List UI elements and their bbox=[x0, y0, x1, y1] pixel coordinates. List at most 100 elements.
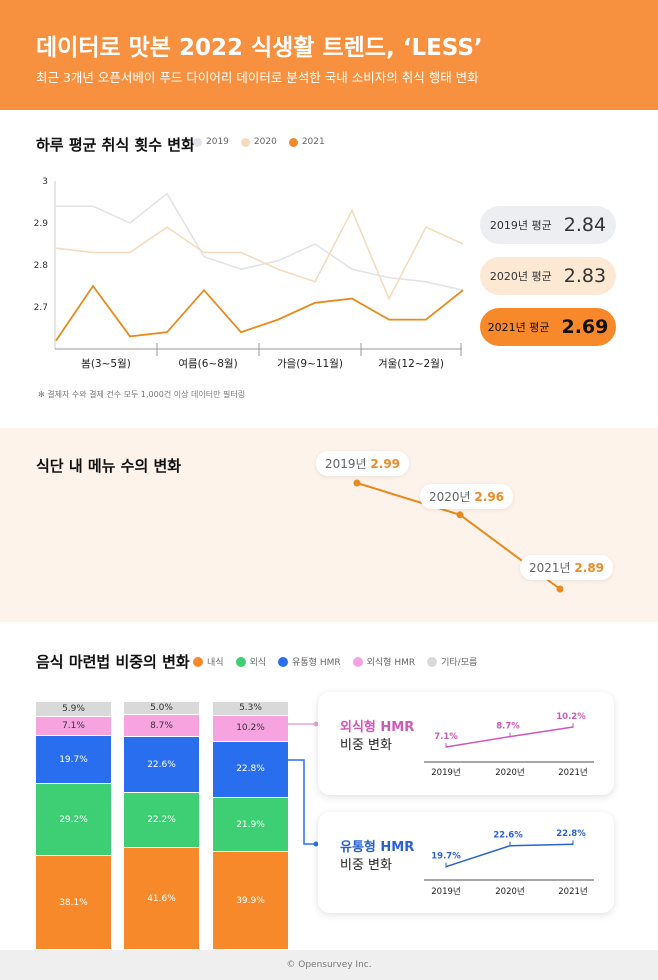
menu-point-2019년 bbox=[353, 479, 361, 487]
mini-value-label: 22.6% bbox=[493, 831, 523, 841]
menu-point-2021년 bbox=[556, 585, 564, 593]
card-subtitle: 비중 변화 bbox=[340, 858, 392, 873]
mini-line bbox=[445, 843, 574, 868]
mini-year-label: 2021년 bbox=[558, 767, 587, 778]
legend-eatout: 외식 bbox=[235, 655, 266, 668]
legend-home: 내식 bbox=[193, 655, 224, 668]
bar-2020: 41.6% 22.2% 22.6% 8.7% 5.0% bbox=[124, 702, 199, 950]
avg-label: 2020년 평균 bbox=[489, 270, 552, 283]
bar-segment-외식: 22.2% bbox=[124, 793, 199, 849]
mini-year-label: 2019년 bbox=[431, 767, 460, 778]
x-group-label: 봄(3~5월) bbox=[81, 358, 131, 370]
mini-year-label: 2020년 bbox=[495, 767, 524, 778]
mini-value-label: 8.7% bbox=[496, 722, 520, 732]
bar-segment-외식: 29.2% bbox=[36, 784, 111, 857]
bar-segment-외식형 HMR: 8.7% bbox=[124, 715, 199, 738]
bar-segment-유통형 HMR: 22.8% bbox=[213, 741, 288, 798]
mini-value-label: 19.7% bbox=[431, 852, 461, 862]
y-tick-label: 2.7 bbox=[34, 303, 48, 313]
legend-dot-icon bbox=[240, 137, 250, 147]
pink-connector-dot bbox=[313, 721, 319, 727]
legend-label: 2021 bbox=[301, 137, 325, 147]
footnote-text: 결제자 수와 결제 건수 모두 1,000건 이상 데이터만 필터링 bbox=[47, 390, 246, 399]
avg-label: 2021년 평균 bbox=[487, 321, 550, 334]
legend-dot-icon bbox=[288, 137, 298, 147]
bar-segment-기타/모름: 5.9% bbox=[36, 702, 111, 718]
bar-segment-기타/모름: 5.0% bbox=[124, 702, 199, 716]
connector-lines bbox=[288, 721, 319, 847]
mini-value-label: 22.8% bbox=[556, 829, 586, 839]
legend-dot-icon bbox=[352, 656, 363, 667]
bar-segment-내식: 41.6% bbox=[124, 848, 199, 950]
avg-value: 2.83 bbox=[563, 265, 607, 287]
legend-2019: 2019 bbox=[193, 137, 229, 147]
retail-hmr-card: 유통형 HMR 비중 변화 bbox=[318, 812, 614, 913]
bubble-value: 2.99 bbox=[370, 457, 401, 471]
blue-connector-dot bbox=[313, 841, 319, 847]
y-tick-label: 2.9 bbox=[34, 219, 49, 229]
legend-retail-hmr: 유통형 HMR bbox=[278, 655, 341, 668]
bar-segment-유통형 HMR: 19.7% bbox=[36, 735, 111, 785]
menu-count-title: 식단 내 메뉴 수의 변화 bbox=[36, 457, 182, 475]
mini-value-label: 10.2% bbox=[556, 712, 586, 722]
card-title: 외식형 HMR bbox=[340, 720, 415, 735]
meal-count-line-chart: 3 2.9 2.8 2.7 봄(3~5월) 여름(6~8월) 가을(9~11월) 겨울(12~… bbox=[34, 177, 464, 370]
series-line-2021 bbox=[55, 284, 464, 342]
avg-label: 2019년 평균 bbox=[489, 219, 552, 232]
card-subtitle: 비중 변화 bbox=[340, 738, 392, 753]
footer: © Opensurvey Inc. bbox=[0, 950, 658, 980]
mini-value-label: 7.1% bbox=[434, 732, 458, 742]
blue-connector bbox=[288, 759, 316, 845]
bubble-year: 2021년 bbox=[529, 561, 571, 575]
y-tick-label: 3 bbox=[42, 177, 48, 187]
series-line-2019 bbox=[56, 192, 464, 291]
bar-segment-기타/모름: 5.3% bbox=[213, 702, 288, 716]
food-prep-title: 음식 마련법 비중의 변화 bbox=[36, 653, 190, 671]
bubble-value: 2.89 bbox=[574, 561, 605, 575]
meal-count-title: 하루 평균 취식 횟수 변화 bbox=[36, 136, 195, 154]
bar-segment-내식: 38.1% bbox=[36, 856, 111, 950]
avg-pill-2020: 2020년 평균 2.83 bbox=[480, 257, 616, 295]
legend-label: 기타/모름 bbox=[441, 658, 478, 668]
legend-2021: 2021 bbox=[288, 137, 325, 147]
series-line-2020 bbox=[55, 208, 464, 301]
bubble-value: 2.96 bbox=[474, 490, 505, 504]
restaurant-hmr-card: 외식형 HMR 비중 변화 bbox=[318, 692, 614, 795]
avg-pill-2021: 2021년 평균 2.69 bbox=[480, 308, 616, 346]
legend-dot-icon bbox=[278, 656, 289, 667]
bar-segment-외식형 HMR: 10.2% bbox=[213, 715, 288, 742]
card-title: 유통형 HMR bbox=[340, 840, 415, 855]
legend-dot-icon bbox=[427, 656, 438, 667]
legend-label: 유통형 HMR bbox=[292, 658, 341, 668]
legend-other: 기타/모름 bbox=[427, 655, 477, 668]
header-banner: 데이터로 맛본 2022 식생활 트렌드, ‘LESS’ 최근 3개년 오픈서베… bbox=[0, 0, 658, 110]
menu-point-2020년 bbox=[456, 511, 464, 519]
mini-year-label: 2021년 bbox=[558, 886, 587, 897]
bar-segment-외식형 HMR: 7.1% bbox=[36, 717, 111, 736]
legend-dot-icon bbox=[193, 656, 203, 667]
x-group-label: 여름(6~8월) bbox=[178, 358, 237, 370]
legend-dot-icon bbox=[193, 137, 202, 147]
avg-value: 2.84 bbox=[563, 214, 607, 236]
bubble-year: 2020년 bbox=[429, 490, 471, 504]
legend-label: 2019 bbox=[206, 137, 229, 147]
x-group-label: 겨울(12~2월) bbox=[378, 358, 444, 370]
bar-segment-유통형 HMR: 22.6% bbox=[124, 737, 199, 794]
bar-2021: 39.9% 21.9% 22.8% 10.2% 5.3% bbox=[213, 702, 288, 950]
bar-segment-내식: 39.9% bbox=[213, 852, 288, 950]
bar-segment-외식: 21.9% bbox=[213, 797, 288, 853]
legend-label: 외식형 HMR bbox=[366, 658, 416, 668]
mini-year-label: 2020년 bbox=[495, 886, 524, 897]
mini-year-label: 2019년 bbox=[431, 886, 460, 897]
menu-bubble-2019: 2019년 2.99 bbox=[316, 451, 410, 476]
avg-value: 2.69 bbox=[561, 316, 609, 338]
x-group-label: 가을(9~11월) bbox=[277, 358, 343, 370]
legend-2020: 2020 bbox=[240, 137, 277, 147]
legend-dot-icon bbox=[235, 656, 246, 667]
menu-bubble-2021: 2021년 2.89 bbox=[520, 555, 614, 580]
page-title: 데이터로 맛본 2022 식생활 트렌드, ‘LESS’ bbox=[36, 35, 483, 61]
y-tick-label: 2.8 bbox=[34, 261, 49, 271]
bubble-year: 2019년 bbox=[325, 457, 367, 471]
menu-bubble-2020: 2020년 2.96 bbox=[420, 484, 514, 509]
bar-2019: 38.1% 29.2% 19.7% 7.1% 5.9% bbox=[36, 702, 111, 950]
